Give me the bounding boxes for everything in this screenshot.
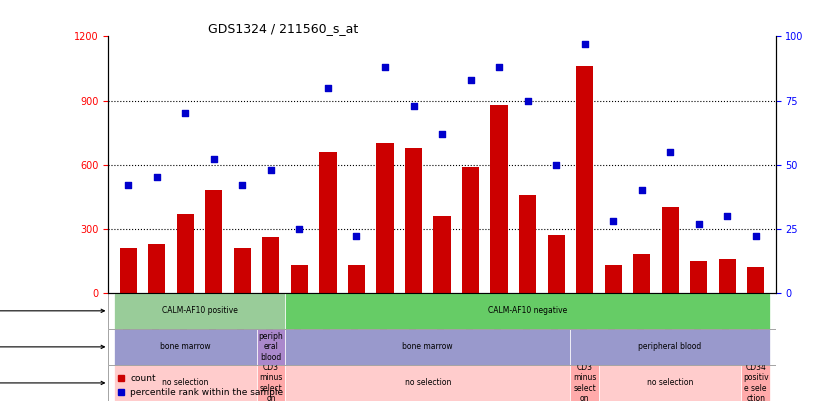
Text: bone marrow: bone marrow xyxy=(160,342,211,352)
Text: CD34
positiv
e sele
ction: CD34 positiv e sele ction xyxy=(743,363,768,403)
Bar xyxy=(719,259,736,293)
Point xyxy=(692,220,706,227)
Text: genotype/variation: genotype/variation xyxy=(0,306,104,315)
Point xyxy=(122,182,135,188)
Bar xyxy=(462,167,479,293)
FancyBboxPatch shape xyxy=(599,365,741,401)
Point xyxy=(521,97,535,104)
Point xyxy=(150,174,163,181)
Point xyxy=(749,233,762,240)
Text: bone marrow: bone marrow xyxy=(403,342,453,352)
Text: GDS1324 / 211560_s_at: GDS1324 / 211560_s_at xyxy=(208,22,359,35)
Text: protocol: protocol xyxy=(0,378,104,388)
Point xyxy=(635,187,648,194)
FancyBboxPatch shape xyxy=(570,329,770,365)
FancyBboxPatch shape xyxy=(257,329,285,365)
Bar xyxy=(148,244,165,293)
Text: tissue: tissue xyxy=(0,342,104,352)
Legend: count, percentile rank within the sample: count, percentile rank within the sample xyxy=(113,371,287,401)
Bar xyxy=(633,254,651,293)
Point xyxy=(550,161,563,168)
Point xyxy=(379,64,392,70)
Point xyxy=(264,166,278,173)
Bar xyxy=(291,265,308,293)
Point xyxy=(178,110,192,117)
FancyBboxPatch shape xyxy=(114,365,257,401)
Bar xyxy=(747,267,764,293)
Point xyxy=(349,233,363,240)
Bar xyxy=(490,105,508,293)
Text: CD3
minus
select
on: CD3 minus select on xyxy=(573,363,596,403)
Bar xyxy=(605,265,621,293)
Text: peripheral blood: peripheral blood xyxy=(639,342,701,352)
Bar xyxy=(661,207,679,293)
Point xyxy=(464,77,477,83)
Bar xyxy=(234,248,251,293)
Text: CALM-AF10 negative: CALM-AF10 negative xyxy=(488,306,567,315)
Point xyxy=(293,226,306,232)
Text: CD3
minus
select
on: CD3 minus select on xyxy=(259,363,283,403)
Point xyxy=(492,64,505,70)
Bar xyxy=(319,152,337,293)
FancyBboxPatch shape xyxy=(257,365,285,401)
Bar xyxy=(205,190,223,293)
Bar xyxy=(547,235,565,293)
Bar xyxy=(690,261,707,293)
Bar xyxy=(348,265,365,293)
Bar xyxy=(376,143,394,293)
FancyBboxPatch shape xyxy=(285,329,570,365)
Text: no selection: no selection xyxy=(647,378,693,388)
Point xyxy=(664,149,677,155)
Point xyxy=(721,213,734,219)
Text: no selection: no selection xyxy=(163,378,208,388)
Point xyxy=(207,156,220,163)
Bar xyxy=(519,194,536,293)
FancyBboxPatch shape xyxy=(285,293,770,329)
Text: CALM-AF10 positive: CALM-AF10 positive xyxy=(162,306,238,315)
Bar xyxy=(263,237,279,293)
Point xyxy=(606,218,620,224)
Text: no selection: no selection xyxy=(404,378,451,388)
Point xyxy=(236,182,249,188)
Bar xyxy=(177,214,194,293)
Point xyxy=(407,102,420,109)
FancyBboxPatch shape xyxy=(570,365,599,401)
FancyBboxPatch shape xyxy=(285,365,570,401)
Point xyxy=(435,131,449,137)
Bar xyxy=(405,147,422,293)
Point xyxy=(578,41,591,47)
FancyBboxPatch shape xyxy=(114,329,257,365)
Point xyxy=(321,85,334,91)
FancyBboxPatch shape xyxy=(114,293,285,329)
FancyBboxPatch shape xyxy=(741,365,770,401)
Bar xyxy=(434,216,450,293)
Bar xyxy=(576,66,593,293)
Bar xyxy=(120,248,137,293)
Text: periph
eral
blood: periph eral blood xyxy=(259,332,284,362)
